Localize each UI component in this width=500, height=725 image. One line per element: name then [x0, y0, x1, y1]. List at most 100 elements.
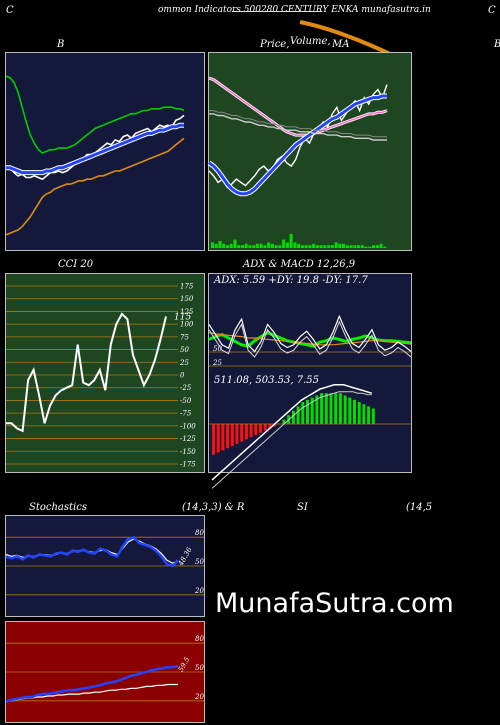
rsi-chart: 80 50 20 59.5 — [5, 635, 204, 704]
stoch-series-0 — [5, 535, 179, 568]
adx-values: ADX: 5.59 +DY: 19.8 -DY: 17.7 — [214, 275, 368, 286]
stoch-title: Stochastics — [29, 502, 87, 513]
volume-bar — [270, 243, 274, 248]
macd-histogram-bar — [273, 424, 277, 427]
far-right-title: B — [494, 39, 500, 50]
price-series-3-shadow — [209, 110, 387, 138]
rsi-tick-label: 80 — [195, 635, 204, 643]
stoch-series-1 — [5, 538, 179, 564]
bb-series-1 — [6, 123, 184, 175]
macd-histogram-bar — [362, 404, 366, 424]
cci-line — [6, 312, 167, 433]
cci-tick-label: -100 — [180, 422, 196, 430]
rsi-tick-label: 20 — [194, 693, 204, 701]
volume-bar — [327, 245, 331, 248]
si-params: (14,5 — [406, 502, 433, 513]
volume-bar — [229, 243, 233, 248]
macd-histogram-bar — [244, 424, 248, 440]
volume-bar — [274, 245, 278, 248]
price-series-2 — [208, 94, 387, 196]
bb-title: B — [57, 39, 65, 50]
volume-bar — [244, 243, 248, 248]
volume-bar — [214, 243, 218, 248]
cci-tick-label: 100 — [180, 321, 194, 329]
bollinger-panel — [5, 52, 205, 251]
volume-bar — [379, 243, 383, 248]
macd-histogram-bar — [320, 393, 324, 424]
title-overlay-line — [232, 11, 322, 12]
macd-histogram-bar — [221, 424, 225, 451]
rsi-last-value: 59.5 — [177, 655, 192, 673]
price-panel — [207, 52, 412, 251]
bb-series-0 — [5, 114, 185, 181]
macd-histogram-bar — [212, 424, 215, 455]
stoch-tick-label: 50 — [195, 558, 204, 566]
adx-macd-chart: 50 25 — [208, 314, 412, 489]
stoch-params: (14,3,3) & R — [182, 502, 245, 513]
rsi-panel: 80 50 20 59.5 — [5, 621, 205, 723]
volume-bar — [267, 242, 271, 248]
adx-macd-panel: 50 25 ADX: 5.59 +DY: 19.8 -DY: 17.7 511.0… — [208, 273, 412, 489]
si-title: SI — [297, 502, 308, 513]
volume-bar — [364, 246, 368, 248]
volume-bar — [282, 239, 286, 248]
cci-title: CCI 20 — [58, 259, 94, 270]
volume-bar — [218, 241, 222, 248]
volume-bar — [300, 245, 304, 248]
macd-histogram-bar — [259, 424, 262, 433]
macd-histogram-bar — [216, 424, 220, 453]
price-title: Price, — [260, 39, 290, 50]
adx-series-1 — [208, 332, 412, 346]
volume-bar — [353, 245, 357, 248]
adx-tick-label: 25 — [212, 359, 222, 367]
volume-bar — [297, 243, 301, 248]
volume-bar — [368, 246, 372, 248]
cci-tick-label: -50 — [180, 397, 192, 405]
page-title: ommon Indicators 500280 CENTURY ENKA mun… — [158, 5, 431, 15]
cci-tick-label: -75 — [180, 410, 192, 418]
volume-bar — [349, 245, 353, 248]
macd-histogram-bar — [324, 393, 328, 424]
cci-tick-label: 150 — [180, 295, 194, 303]
volume-bar — [312, 243, 316, 248]
bb-series-2 — [5, 75, 185, 154]
volume-bar — [308, 245, 312, 248]
macd-signal-line — [211, 391, 372, 489]
rsi-series-1 — [5, 683, 178, 703]
volume-bar — [372, 245, 375, 248]
volume-bar — [304, 245, 308, 248]
macd-histogram-bar — [235, 424, 239, 444]
price-series-3 — [209, 113, 387, 141]
volume-bar — [293, 242, 297, 248]
volume-bar — [255, 243, 259, 248]
macd-histogram-bar — [357, 402, 361, 424]
macd-line — [211, 384, 373, 481]
volume-bar — [334, 242, 338, 248]
macd-histogram-bar — [367, 406, 371, 424]
volume-bar — [237, 245, 241, 248]
macd-histogram-bar — [282, 419, 286, 424]
macd-histogram-bar — [254, 424, 258, 435]
bb-series-3 — [5, 137, 185, 236]
volume-bar — [345, 245, 349, 248]
volume-title: Volume, — [290, 36, 331, 47]
rsi-tick-label: 50 — [195, 664, 204, 672]
volume-bar — [375, 245, 379, 248]
volume-bar — [222, 243, 226, 248]
stoch-tick-label: 20 — [194, 587, 204, 595]
cci-tick-label: 0 — [180, 372, 185, 380]
volume-bar — [360, 245, 364, 248]
bollinger-chart — [5, 75, 185, 236]
volume-bar — [278, 245, 282, 248]
volume-bar — [248, 245, 252, 248]
macd-histogram-bar — [329, 393, 333, 424]
macd-histogram-bar — [348, 397, 352, 424]
macd-histogram-bar — [301, 402, 305, 424]
volume-bar — [241, 245, 244, 248]
volume-bar — [323, 245, 327, 248]
macd-histogram-bar — [296, 406, 300, 424]
adx-macd-title: ADX & MACD 12,26,9 — [243, 259, 356, 270]
stochastics-chart: 80 50 20 48.36 — [5, 529, 204, 596]
volume-bar — [285, 242, 289, 248]
volume-bar — [263, 245, 267, 248]
